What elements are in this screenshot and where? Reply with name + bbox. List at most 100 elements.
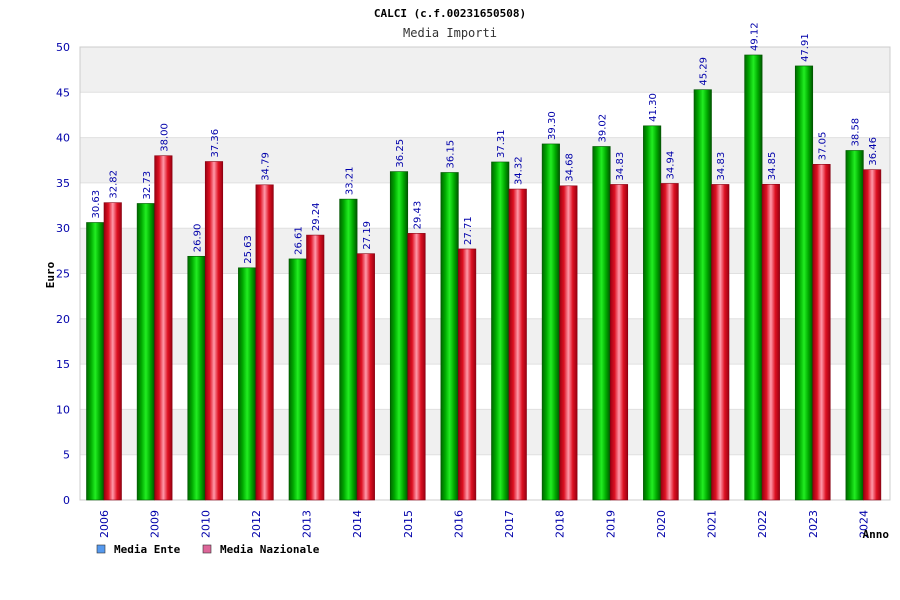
x-tick-label: 2022 (756, 510, 769, 538)
x-axis: 2006 2009 2010 2012 2013 2014 2015 2016 2017 2018… (98, 510, 870, 538)
x-tick-label: 2014 (351, 510, 364, 538)
bar-media-ente (693, 89, 712, 501)
bar-media-nazionale (356, 253, 375, 501)
data-label: 37.36 (210, 129, 221, 158)
legend: Media Ente Media Nazionale (96, 543, 320, 556)
chart-subtitle: Media Importi (403, 26, 497, 40)
data-labels: 30.63 32.82 32.73 38.00 26.90 37.36 25.63 34.79… (91, 22, 879, 263)
y-tick-label: 30 (56, 222, 70, 235)
data-label: 47.91 (800, 33, 811, 62)
bar-media-ente (744, 54, 763, 501)
bar-media-ente (288, 258, 307, 501)
x-tick-label: 2012 (250, 510, 263, 538)
data-label: 36.15 (446, 140, 457, 169)
y-tick-label: 10 (56, 403, 70, 416)
bar-media-ente (86, 222, 105, 501)
data-label: 25.63 (243, 235, 254, 264)
bar-media-nazionale (204, 161, 224, 501)
x-tick-label: 2013 (301, 510, 314, 538)
x-tick-label: 2019 (604, 510, 617, 538)
chart-title: CALCI (c.f.00231650508) (374, 7, 526, 20)
data-label: 37.05 (818, 132, 829, 161)
data-label: 30.63 (91, 190, 102, 219)
bar-media-ente (541, 143, 560, 501)
data-label: 45.29 (699, 57, 710, 86)
data-label: 39.30 (547, 111, 558, 140)
data-label: 34.68 (564, 153, 575, 182)
data-label: 49.12 (749, 22, 760, 51)
bar-media-nazionale (660, 183, 679, 501)
data-label: 34.85 (767, 152, 778, 181)
data-label: 34.32 (514, 156, 525, 185)
bar-media-nazionale (306, 234, 325, 501)
x-tick-label: 2017 (503, 510, 516, 538)
data-label: 36.46 (868, 137, 879, 166)
data-label: 37.31 (496, 129, 507, 158)
data-label: 39.02 (598, 114, 609, 143)
bar-media-nazionale (761, 183, 780, 501)
x-axis-label: Anno (863, 528, 890, 541)
bar-media-nazionale (508, 188, 527, 501)
bar-media-nazionale (559, 185, 578, 501)
legend-label: Media Ente (114, 543, 181, 556)
bar-media-nazionale (711, 184, 730, 501)
x-tick-label: 2006 (98, 510, 111, 538)
grid-band (80, 47, 890, 93)
data-label: 34.79 (261, 152, 272, 181)
x-tick-label: 2016 (452, 510, 465, 538)
bar-media-ente (643, 125, 662, 501)
bar-media-nazionale (812, 164, 831, 501)
data-label: 38.58 (851, 118, 862, 147)
y-tick-label: 15 (56, 358, 70, 371)
y-tick-label: 40 (56, 132, 70, 145)
bar-media-ente (136, 203, 155, 501)
x-tick-label: 2010 (199, 510, 212, 538)
data-label: 38.00 (159, 123, 170, 152)
bar-media-ente (845, 150, 864, 501)
bar-media-nazionale (154, 155, 173, 501)
bar-media-nazionale (255, 184, 274, 501)
bar-media-nazionale (103, 202, 122, 501)
data-label: 33.21 (344, 166, 355, 195)
data-label: 27.19 (362, 221, 373, 250)
data-label: 36.25 (395, 139, 406, 168)
y-tick-label: 0 (63, 494, 70, 507)
bar-media-ente (339, 198, 358, 501)
x-tick-label: 2021 (706, 510, 719, 538)
y-tick-label: 20 (56, 313, 70, 326)
y-tick-label: 5 (63, 449, 70, 462)
legend-label: Media Nazionale (220, 543, 320, 556)
data-label: 32.73 (142, 171, 153, 200)
legend-swatch (96, 544, 106, 554)
y-axis-label: Euro (44, 261, 57, 288)
data-label: 27.71 (463, 216, 474, 245)
legend-swatch (202, 544, 212, 554)
y-tick-label: 35 (56, 177, 70, 190)
bar-media-ente (491, 161, 510, 501)
y-tick-label: 45 (56, 86, 70, 99)
data-label: 32.82 (109, 170, 120, 199)
bar-media-ente (238, 267, 257, 501)
data-label: 29.24 (311, 202, 322, 231)
x-tick-label: 2024 (857, 510, 870, 538)
y-axis: 0 5 10 15 20 25 30 35 40 45 50 (56, 41, 70, 507)
x-tick-label: 2009 (149, 510, 162, 538)
data-label: 34.83 (615, 152, 626, 181)
data-label: 34.83 (716, 152, 727, 181)
bar-media-ente (187, 255, 206, 501)
bar-media-ente (440, 172, 459, 501)
x-tick-label: 2020 (655, 510, 668, 538)
bar-marks (86, 54, 882, 501)
x-tick-label: 2023 (807, 510, 820, 538)
data-label: 26.61 (294, 226, 305, 255)
x-tick-label: 2015 (402, 510, 415, 538)
bar-media-nazionale (458, 248, 477, 501)
data-label: 41.30 (648, 93, 659, 122)
plot-border (79, 46, 891, 501)
y-tick-label: 25 (56, 268, 70, 281)
data-label: 26.90 (193, 224, 204, 253)
y-tick-label: 50 (56, 41, 70, 54)
bar-media-nazionale (863, 169, 882, 501)
bar-media-ente (794, 65, 814, 501)
